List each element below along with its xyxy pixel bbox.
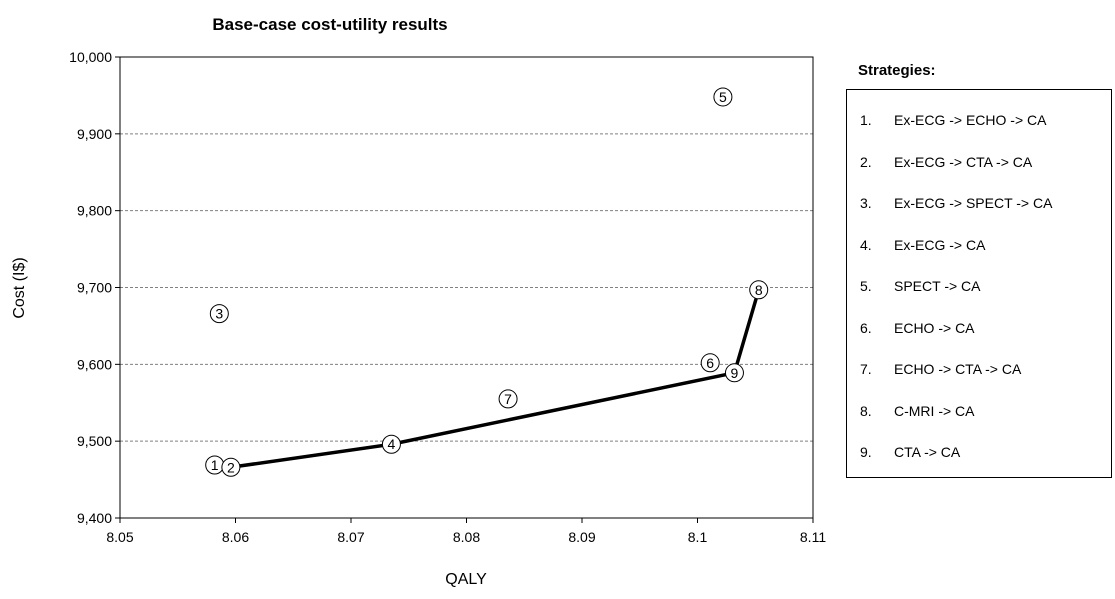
legend-entry: 9. CTA -> CA xyxy=(860,444,960,460)
point-marker xyxy=(498,389,518,409)
cost-utility-chart: Base-case cost-utility results 9,400 9,50… xyxy=(11,15,826,588)
legend-entry-text: ECHO -> CA xyxy=(894,319,975,336)
data-point-3: 3 xyxy=(209,304,229,324)
point-label: 1 xyxy=(211,457,219,473)
point-marker xyxy=(749,280,769,300)
x-tick-label: 8.09 xyxy=(568,529,595,545)
legend-entry: 8. C-MRI -> CA xyxy=(860,403,975,419)
data-point-6: 6 xyxy=(700,353,720,373)
legend-entry-text: Ex-ECG -> CA xyxy=(894,236,986,253)
legend-entry: 2. Ex-ECG -> CTA -> CA xyxy=(860,154,1032,170)
x-tick-label: 8.06 xyxy=(222,529,249,545)
point-marker xyxy=(209,304,229,324)
data-point-5: 5 xyxy=(713,87,733,107)
y-tick-label: 10,000 xyxy=(69,49,112,65)
legend-entry-number: 1. xyxy=(860,112,872,128)
point-label: 7 xyxy=(504,391,512,407)
x-tick-label: 8.07 xyxy=(337,529,364,545)
x-tick-label: 8.11 xyxy=(800,529,826,545)
point-marker xyxy=(221,457,241,477)
point-label: 8 xyxy=(755,282,763,298)
point-label: 9 xyxy=(731,365,739,381)
legend-entry-text: ECHO -> CTA -> CA xyxy=(894,361,1022,377)
legend-entry-text: Ex-ECG -> SPECT -> CA xyxy=(894,195,1053,211)
point-label: 2 xyxy=(227,459,235,475)
legend-entry-number: 5. xyxy=(860,278,872,294)
y-tick-label: 9,800 xyxy=(77,203,112,219)
y-tick-label: 9,900 xyxy=(77,126,112,142)
x-axis-label: QALY xyxy=(445,571,487,588)
data-point-1: 1 xyxy=(205,455,225,475)
data-point-8: 8 xyxy=(749,280,769,300)
legend-entry-text: C-MRI -> CA xyxy=(894,402,975,419)
y-tick-label: 9,500 xyxy=(77,433,112,449)
legend-title: Strategies: xyxy=(858,62,936,79)
legend-entry-text: CTA -> CA xyxy=(894,444,961,460)
legend-box xyxy=(846,89,1112,478)
y-tick-label: 9,700 xyxy=(77,280,112,296)
x-tick-label: 8.05 xyxy=(106,529,133,545)
legend-entry-text: Ex-ECG -> CTA -> CA xyxy=(894,153,1033,170)
point-label: 3 xyxy=(215,306,223,322)
point-marker xyxy=(713,87,733,107)
legend-entry-number: 6. xyxy=(860,319,872,336)
point-label: 4 xyxy=(388,436,396,452)
x-tick-label: 8.1 xyxy=(688,529,708,545)
legend-entry: 5. SPECT -> CA xyxy=(860,278,981,294)
data-point-2: 2 xyxy=(221,457,241,477)
legend-entry-number: 9. xyxy=(860,444,872,460)
legend-entry: 1. Ex-ECG -> ECHO -> CA xyxy=(860,112,1046,128)
point-marker xyxy=(381,434,401,454)
data-point-9: 9 xyxy=(724,363,744,383)
y-tick-label: 9,600 xyxy=(77,356,112,372)
x-tick-label: 8.08 xyxy=(453,529,480,545)
data-point-4: 4 xyxy=(381,434,401,454)
point-label: 5 xyxy=(719,89,727,105)
point-marker xyxy=(700,353,720,373)
efficiency-frontier-line xyxy=(230,289,761,470)
legend-entry: 6. ECHO -> CA xyxy=(860,320,975,336)
legend-entry: 3. Ex-ECG -> SPECT -> CA xyxy=(860,195,1052,211)
point-marker xyxy=(724,363,744,383)
legend-entry-number: 2. xyxy=(860,153,872,170)
data-point-7: 7 xyxy=(498,389,518,409)
legend-entry-number: 7. xyxy=(860,361,872,377)
point-label: 6 xyxy=(706,355,714,371)
chart-title: Base-case cost-utility results xyxy=(212,15,447,34)
y-tick-label: 9,400 xyxy=(77,510,112,526)
legend-entry-number: 3. xyxy=(860,195,872,211)
y-axis-label: Cost (I$) xyxy=(11,257,28,318)
legend-entry-number: 8. xyxy=(860,402,872,419)
legend-entry-text: Ex-ECG -> ECHO -> CA xyxy=(894,112,1047,128)
legend-entry-number: 4. xyxy=(860,236,872,253)
legend-entry: 7. ECHO -> CTA -> CA xyxy=(860,361,1021,377)
legend-entry-text: SPECT -> CA xyxy=(894,278,981,294)
legend-entry: 4. Ex-ECG -> CA xyxy=(860,237,985,253)
